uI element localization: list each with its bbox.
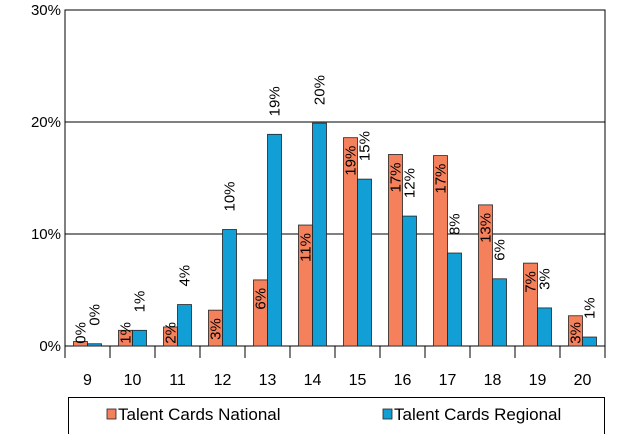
legend-swatch — [106, 408, 117, 420]
y-tick-label: 30% — [31, 2, 61, 19]
bar — [523, 262, 538, 347]
bar — [492, 278, 507, 347]
data-label: 15% — [357, 131, 374, 161]
data-label: 6% — [253, 288, 270, 310]
x-tick-label: 11 — [169, 372, 186, 389]
data-label: 11% — [298, 233, 315, 262]
bar — [357, 178, 372, 347]
x-tick-label: 12 — [214, 372, 232, 389]
y-tick-label: 0% — [39, 338, 61, 355]
bar — [433, 155, 448, 347]
data-label: 2% — [163, 322, 180, 344]
data-label: 7% — [523, 271, 540, 293]
bar — [402, 215, 417, 347]
data-label: 1% — [132, 291, 149, 313]
x-tick-label: 10 — [124, 372, 142, 389]
x-tick-label: 9 — [83, 372, 92, 389]
bar — [267, 133, 282, 347]
legend-box — [68, 397, 605, 434]
data-label: 20% — [312, 75, 329, 105]
data-label: 6% — [492, 239, 509, 261]
y-tick-label: 10% — [31, 226, 61, 243]
bar — [132, 329, 147, 347]
data-label: 8% — [447, 213, 464, 235]
data-label: 0% — [87, 304, 104, 326]
data-label: 17% — [433, 164, 450, 194]
data-label: 13% — [478, 213, 495, 243]
x-tick-label: 20 — [574, 372, 592, 389]
data-label: 1% — [118, 322, 135, 344]
data-label: 3% — [208, 318, 225, 340]
x-tick-label: 18 — [484, 372, 502, 389]
bar — [447, 252, 462, 347]
bar — [222, 229, 237, 347]
x-tick-label: 16 — [394, 372, 412, 389]
bar — [177, 304, 192, 347]
bar — [537, 307, 552, 347]
data-label: 1% — [582, 297, 599, 319]
x-tick-label: 19 — [529, 372, 547, 389]
data-label: 19% — [343, 146, 360, 176]
bar — [312, 122, 327, 347]
data-label: 4% — [177, 265, 194, 287]
data-label: 3% — [568, 322, 585, 344]
legend-label: Talent Cards National — [118, 405, 281, 424]
x-tick-label: 13 — [259, 372, 277, 389]
data-label: 12% — [402, 168, 419, 198]
bar — [478, 204, 493, 347]
bar — [568, 315, 583, 347]
data-label: 19% — [267, 86, 284, 116]
data-label: 0% — [73, 322, 90, 344]
y-tick-label: 20% — [31, 114, 61, 131]
bar — [87, 343, 102, 347]
data-label: 3% — [537, 268, 554, 290]
x-tick-label: 17 — [439, 372, 457, 389]
legend-swatch — [382, 408, 393, 420]
x-tick-label: 15 — [349, 372, 367, 389]
x-tick-label: 14 — [304, 372, 322, 389]
data-label: 17% — [388, 162, 405, 192]
legend-label: Talent Cards Regional — [394, 405, 561, 424]
bar — [582, 336, 597, 347]
data-label: 10% — [222, 181, 239, 211]
